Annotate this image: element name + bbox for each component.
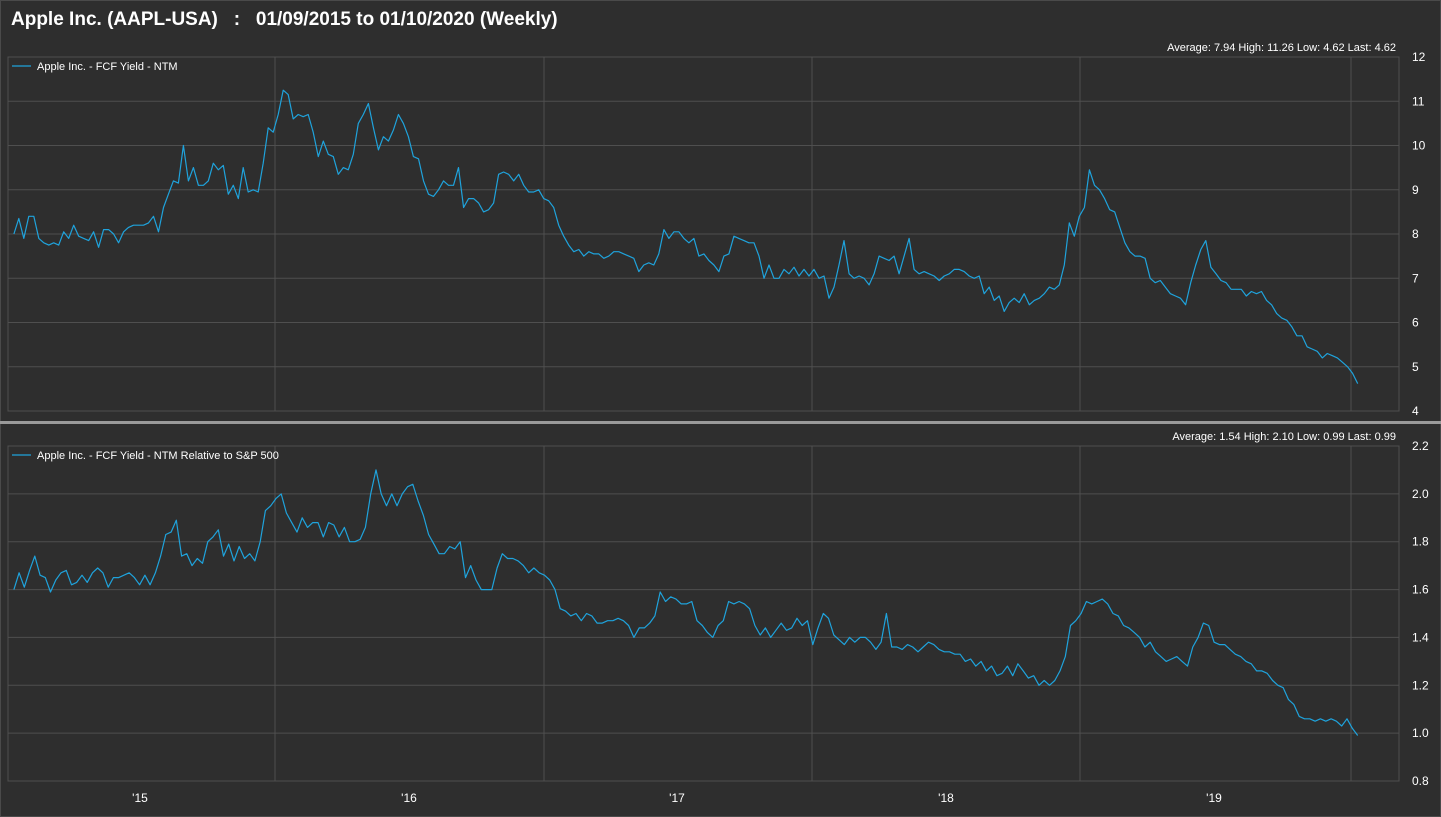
legend-label: Apple Inc. - FCF Yield - NTM	[37, 61, 178, 73]
y-tick-label: 2.0	[1412, 487, 1429, 501]
y-tick-label: 1.4	[1412, 630, 1429, 644]
x-tick-label: '17	[669, 791, 685, 805]
y-tick-label: 5	[1412, 360, 1419, 374]
y-tick-label: 1.0	[1412, 726, 1429, 740]
y-tick-label: 7	[1412, 271, 1419, 285]
y-tick-label: 10	[1412, 139, 1426, 153]
series-line	[13, 469, 1359, 736]
y-tick-label: 9	[1412, 183, 1419, 197]
x-tick-label: '19	[1206, 791, 1222, 805]
y-tick-label: 1.2	[1412, 678, 1429, 692]
y-tick-label: 4	[1412, 404, 1419, 418]
stats-summary: Average: 7.94 High: 11.26 Low: 4.62 Last…	[1167, 42, 1396, 54]
chart-title: Apple Inc. (AAPL-USA) : 01/09/2015 to 01…	[11, 9, 558, 30]
y-tick-label: 8	[1412, 227, 1419, 241]
x-tick-label: '18	[938, 791, 954, 805]
y-tick-label: 11	[1412, 94, 1425, 108]
plot-area-2	[7, 445, 1400, 782]
y-tick-label: 2.2	[1412, 439, 1429, 453]
stats-summary: Average: 1.54 High: 2.10 Low: 0.99 Last:…	[1172, 431, 1396, 443]
x-tick-label: '15	[132, 791, 148, 805]
y-tick-label: 1.8	[1412, 535, 1429, 549]
y-tick-label: 1.6	[1412, 583, 1429, 597]
legend-label: Apple Inc. - FCF Yield - NTM Relative to…	[37, 450, 279, 462]
y-tick-label: 6	[1412, 316, 1419, 330]
y-tick-label: 12	[1412, 50, 1426, 64]
series-line	[13, 89, 1359, 384]
x-tick-label: '16	[401, 791, 417, 805]
panel-divider	[0, 421, 1441, 424]
y-tick-label: 0.8	[1412, 774, 1429, 788]
